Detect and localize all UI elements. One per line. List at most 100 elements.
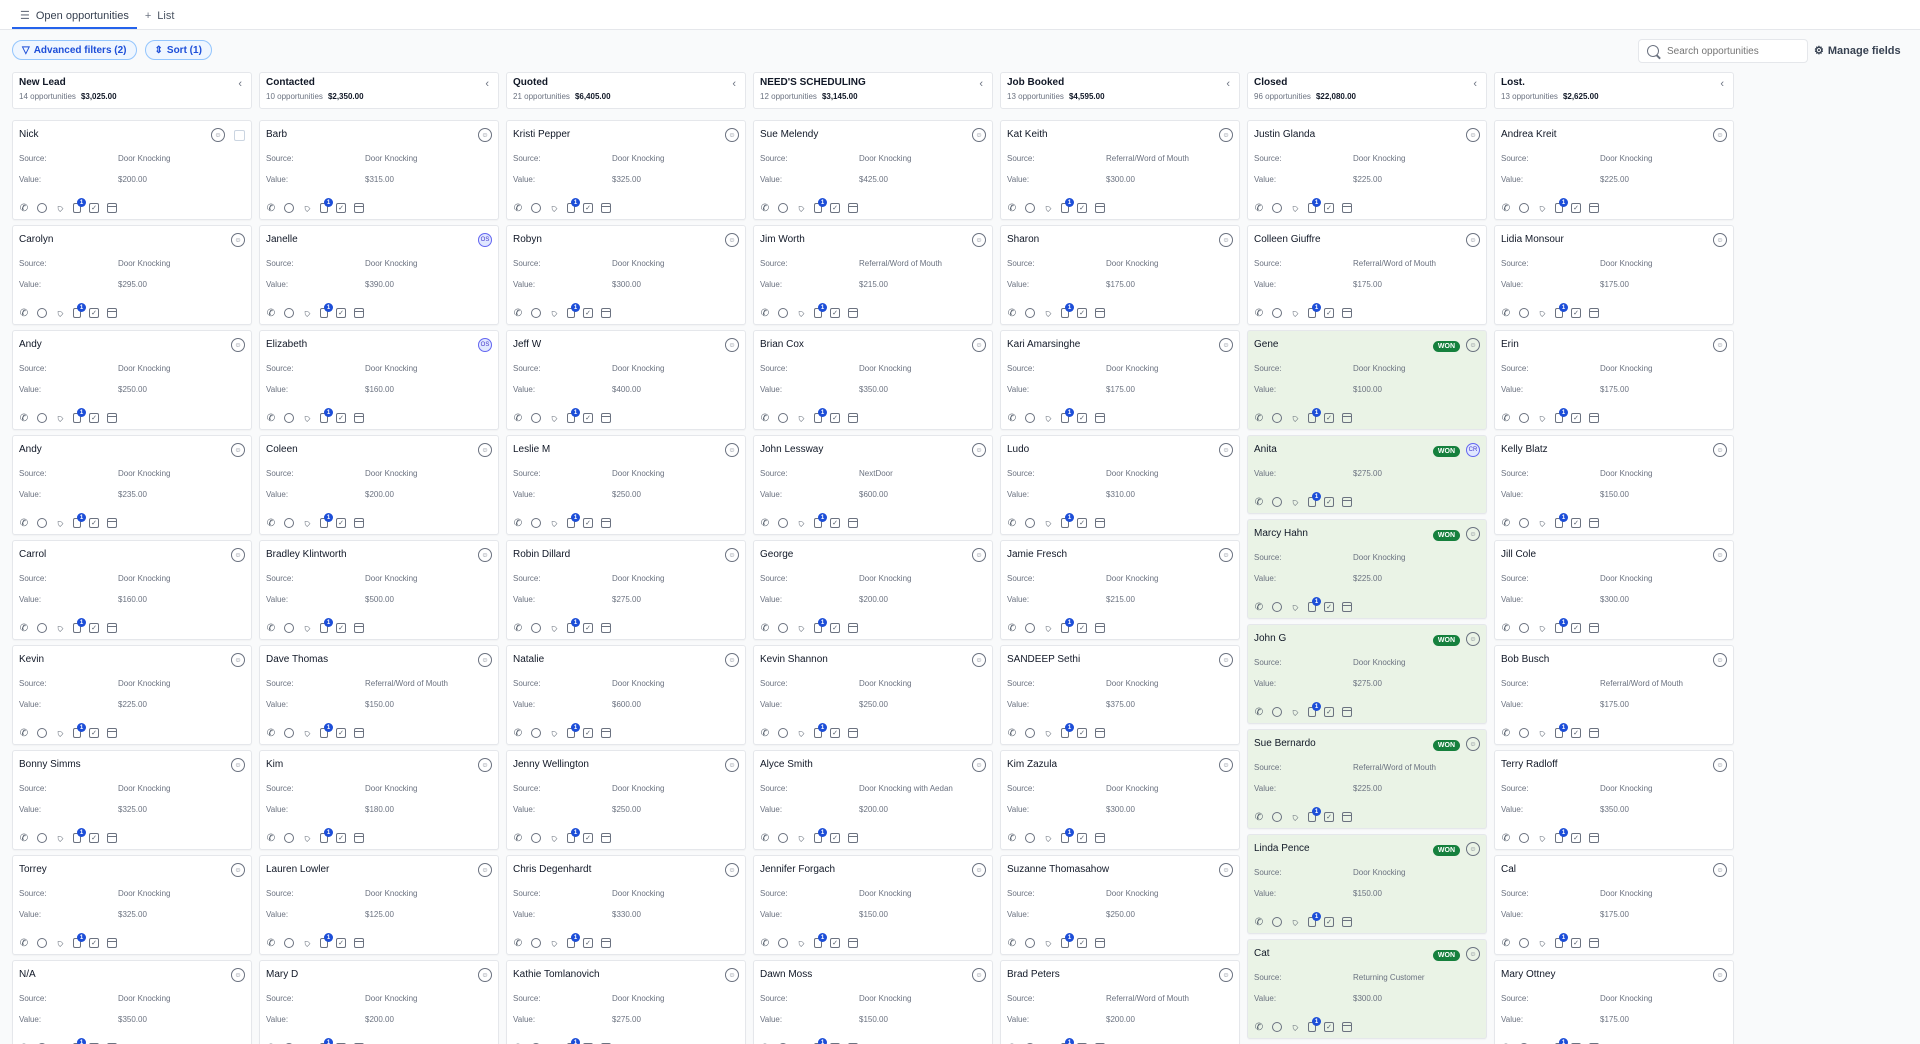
task-icon[interactable]	[1077, 728, 1087, 738]
tab-add-list[interactable]: + List	[137, 10, 183, 29]
document-icon[interactable]: 1	[567, 618, 580, 633]
chat-icon[interactable]	[1272, 413, 1282, 423]
tag-icon[interactable]	[1043, 203, 1053, 213]
chat-icon[interactable]	[778, 938, 788, 948]
task-icon[interactable]	[1571, 833, 1581, 843]
chat-icon[interactable]	[1272, 917, 1282, 927]
tag-icon[interactable]	[549, 833, 559, 843]
task-icon[interactable]	[89, 728, 99, 738]
opportunity-card[interactable]: Carolyn Source: Door Knocking Value: $295.00…	[12, 225, 252, 325]
tag-icon[interactable]	[1537, 413, 1547, 423]
tag-icon[interactable]	[549, 728, 559, 738]
tag-icon[interactable]	[1043, 938, 1053, 948]
chat-icon[interactable]	[37, 623, 47, 633]
tag-icon[interactable]	[55, 413, 65, 423]
chat-icon[interactable]	[37, 938, 47, 948]
chat-icon[interactable]	[531, 623, 541, 633]
opportunity-card[interactable]: Jill Cole Source: Door Knocking Value: $300.…	[1494, 540, 1734, 640]
opportunity-card[interactable]: Carrol Source: Door Knocking Value: $160.00 ☺…	[12, 540, 252, 640]
collapse-column-icon[interactable]: ‹	[238, 78, 242, 90]
document-icon[interactable]: 1	[1061, 618, 1074, 633]
task-icon[interactable]	[336, 728, 346, 738]
chat-icon[interactable]	[284, 728, 294, 738]
collapse-column-icon[interactable]: ‹	[1226, 78, 1230, 90]
opportunity-card[interactable]: Janelle Source: Door Knocking Value: $390.00…	[259, 225, 499, 325]
chat-icon[interactable]	[531, 833, 541, 843]
document-icon[interactable]: 1	[1308, 492, 1321, 507]
task-icon[interactable]	[1077, 833, 1087, 843]
tag-icon[interactable]	[302, 413, 312, 423]
assign-user-icon[interactable]: ☺	[972, 128, 986, 142]
tag-icon[interactable]	[1290, 497, 1300, 507]
tag-icon[interactable]	[55, 623, 65, 633]
document-icon[interactable]: 1	[73, 198, 86, 213]
calendar-icon[interactable]	[601, 308, 611, 318]
tag-icon[interactable]	[796, 413, 806, 423]
phone-icon[interactable]	[1254, 917, 1264, 927]
opportunity-card[interactable]: Brian Cox Source: Door Knocking Value: $350.…	[753, 330, 993, 430]
assign-user-icon[interactable]: ☺	[231, 548, 245, 562]
phone-icon[interactable]	[513, 308, 523, 318]
document-icon[interactable]: 1	[73, 408, 86, 423]
opportunity-card[interactable]: Sharon Source: Door Knocking Value: $175.00 ☺…	[1000, 225, 1240, 325]
calendar-icon[interactable]	[107, 623, 117, 633]
tag-icon[interactable]	[796, 518, 806, 528]
document-icon[interactable]: 1	[73, 618, 86, 633]
phone-icon[interactable]	[266, 518, 276, 528]
tag-icon[interactable]	[1290, 308, 1300, 318]
phone-icon[interactable]	[760, 203, 770, 213]
opportunity-card[interactable]: Ludo Source: Door Knocking Value: $310.00 ☺ 1	[1000, 435, 1240, 535]
tag-icon[interactable]	[1537, 623, 1547, 633]
document-icon[interactable]: 1	[1308, 912, 1321, 927]
chat-icon[interactable]	[1025, 623, 1035, 633]
chat-icon[interactable]	[284, 413, 294, 423]
assign-user-icon[interactable]: ☺	[211, 128, 225, 142]
tag-icon[interactable]	[302, 308, 312, 318]
opportunity-card[interactable]: Colleen Giuffre Source: Referral/Word of M…	[1247, 225, 1487, 325]
calendar-icon[interactable]	[1095, 413, 1105, 423]
assign-user-icon[interactable]: ☺	[1466, 842, 1480, 856]
opportunity-card[interactable]: Mary Ottney Source: Door Knocking Value: $17…	[1494, 960, 1734, 1044]
chat-icon[interactable]	[37, 203, 47, 213]
assign-user-icon[interactable]: ☺	[972, 548, 986, 562]
phone-icon[interactable]	[1254, 707, 1264, 717]
opportunity-card[interactable]: Barb Source: Door Knocking Value: $315.00 ☺ 1	[259, 120, 499, 220]
calendar-icon[interactable]	[1095, 938, 1105, 948]
opportunity-card[interactable]: Dave Thomas Source: Referral/Word of Mouth…	[259, 645, 499, 745]
tag-icon[interactable]	[1290, 707, 1300, 717]
phone-icon[interactable]	[513, 833, 523, 843]
phone-icon[interactable]	[266, 203, 276, 213]
document-icon[interactable]: 1	[1555, 933, 1568, 948]
opportunity-card[interactable]: Kelly Blatz Source: Door Knocking Value: $15…	[1494, 435, 1734, 535]
document-icon[interactable]: 1	[320, 933, 333, 948]
task-icon[interactable]	[830, 308, 840, 318]
assign-user-icon[interactable]: ☺	[725, 548, 739, 562]
calendar-icon[interactable]	[848, 413, 858, 423]
phone-icon[interactable]	[1254, 602, 1264, 612]
assign-user-icon[interactable]: ☺	[478, 758, 492, 772]
document-icon[interactable]: 1	[1308, 702, 1321, 717]
document-icon[interactable]: 1	[320, 723, 333, 738]
calendar-icon[interactable]	[1342, 1022, 1352, 1032]
task-icon[interactable]	[336, 413, 346, 423]
calendar-icon[interactable]	[354, 833, 364, 843]
document-icon[interactable]: 1	[814, 618, 827, 633]
phone-icon[interactable]	[1007, 308, 1017, 318]
calendar-icon[interactable]	[848, 308, 858, 318]
tag-icon[interactable]	[1537, 833, 1547, 843]
select-checkbox[interactable]	[234, 130, 245, 141]
calendar-icon[interactable]	[1342, 497, 1352, 507]
task-icon[interactable]	[830, 518, 840, 528]
calendar-icon[interactable]	[1342, 812, 1352, 822]
phone-icon[interactable]	[1254, 1022, 1264, 1032]
task-icon[interactable]	[583, 728, 593, 738]
phone-icon[interactable]	[266, 938, 276, 948]
opportunity-card[interactable]: Lidia Monsour Source: Door Knocking Value: $…	[1494, 225, 1734, 325]
collapse-column-icon[interactable]: ‹	[979, 78, 983, 90]
task-icon[interactable]	[1077, 518, 1087, 528]
calendar-icon[interactable]	[848, 728, 858, 738]
opportunity-card[interactable]: Sue Melendy Source: Door Knocking Value: $42…	[753, 120, 993, 220]
opportunity-card[interactable]: Kim Source: Door Knocking Value: $180.00 ☺ 1	[259, 750, 499, 850]
document-icon[interactable]: 1	[567, 408, 580, 423]
tag-icon[interactable]	[55, 938, 65, 948]
